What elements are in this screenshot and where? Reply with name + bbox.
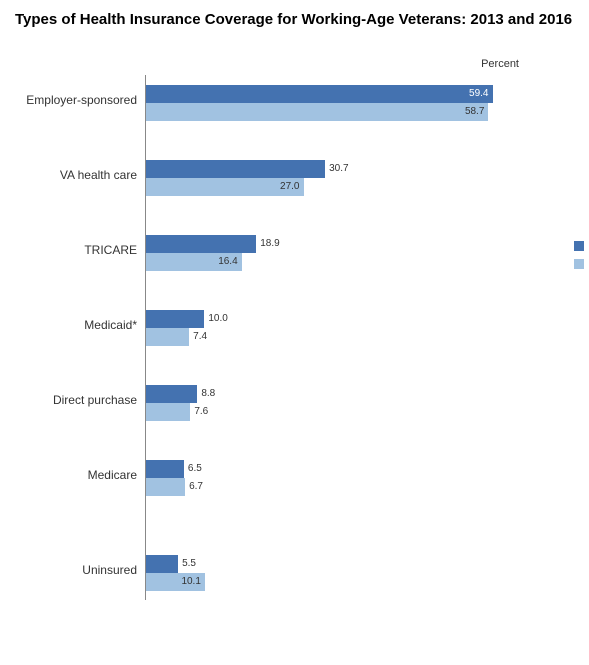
value-2013: 7.4 — [193, 331, 207, 342]
category-label: TRICARE — [84, 243, 137, 257]
bar-2016: 6.5 — [146, 460, 184, 478]
value-2013: 7.6 — [194, 406, 208, 417]
chart-title: Types of Health Insurance Coverage for W… — [15, 10, 574, 30]
bar-2016: 10.0 — [146, 310, 204, 328]
bar-2016: 59.4 — [146, 85, 493, 103]
category-label: Direct purchase — [53, 393, 137, 407]
value-2013: 58.7 — [465, 106, 484, 117]
category-label: Employer-sponsored — [26, 93, 137, 107]
bar-2013: 7.4 — [146, 328, 189, 346]
value-2013: 27.0 — [280, 181, 299, 192]
value-2013: 10.1 — [181, 576, 200, 587]
legend-swatch-2013 — [574, 259, 584, 269]
bar-2016: 8.8 — [146, 385, 197, 403]
value-2016: 8.8 — [201, 388, 215, 399]
legend-item-2013: 2013 — [574, 258, 589, 270]
category-label: Uninsured — [82, 563, 137, 577]
value-2016: 6.5 — [188, 463, 202, 474]
bar-2016: 30.7 — [146, 160, 325, 178]
bar-2013: 58.7 — [146, 103, 488, 121]
bar-2013: 7.6 — [146, 403, 190, 421]
legend-item-2016: 2016 — [574, 240, 589, 252]
value-2016: 10.0 — [208, 313, 227, 324]
bar-2016: 5.5 — [146, 555, 178, 573]
legend-swatch-2016 — [574, 241, 584, 251]
value-2016: 59.4 — [469, 88, 488, 99]
legend: 2016 2013 — [574, 240, 589, 276]
chart-container: Types of Health Insurance Coverage for W… — [0, 0, 589, 630]
category-label: Medicare — [88, 468, 137, 482]
category-label: Medicaid* — [84, 318, 137, 332]
value-2016: 30.7 — [329, 163, 348, 174]
chart-area: Percent Employer-sponsored59.458.7VA hea… — [145, 60, 574, 620]
bar-2013: 10.1 — [146, 573, 205, 591]
value-2013: 16.4 — [218, 256, 237, 267]
value-2016: 5.5 — [182, 558, 196, 569]
bar-2016: 18.9 — [146, 235, 256, 253]
value-2016: 18.9 — [260, 238, 279, 249]
axis-label: Percent — [481, 58, 519, 70]
bar-2013: 6.7 — [146, 478, 185, 496]
bar-2013: 27.0 — [146, 178, 304, 196]
bar-2013: 16.4 — [146, 253, 242, 271]
value-2013: 6.7 — [189, 481, 203, 492]
category-label: VA health care — [60, 168, 137, 182]
